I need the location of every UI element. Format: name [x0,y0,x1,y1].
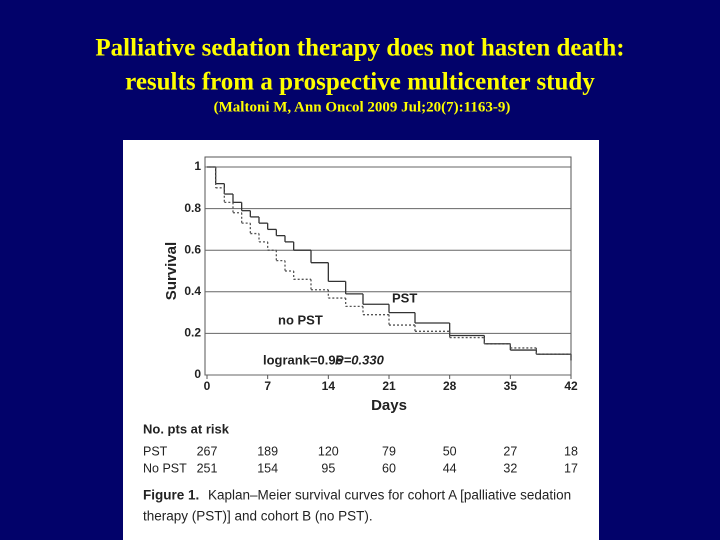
risk-value: 154 [257,461,278,475]
risk-table-title: No. pts at risk [143,421,230,436]
citation: (Maltoni M, Ann Oncol 2009 Jul;20(7):116… [214,99,511,115]
annotation: P=0.330 [335,352,385,367]
x-tick-label: 35 [504,379,518,393]
risk-value: 17 [564,461,578,475]
x-tick-label: 42 [564,379,578,393]
caption-line: Kaplan–Meier survival curves for cohort … [208,488,571,503]
x-axis-label: Days [371,397,407,414]
y-tick-label: 0.6 [184,242,201,256]
y-tick-label: 0 [194,367,201,381]
risk-value: 44 [443,461,457,475]
y-tick-label: 0.2 [184,326,201,340]
y-tick-label: 0.8 [184,201,201,215]
series-label: no PST [278,312,323,327]
x-tick-label: 21 [382,379,396,393]
series-label: PST [392,290,417,305]
y-axis-label: Survival [163,242,180,300]
risk-value: 60 [382,461,396,475]
risk-row-label: PST [143,444,168,458]
risk-value: 95 [321,461,335,475]
x-tick-label: 0 [204,379,211,393]
figure-panel [123,140,599,540]
title-line: Palliative sedation therapy does not has… [95,35,624,62]
risk-value: 27 [503,444,517,458]
risk-value: 50 [443,444,457,458]
risk-value: 267 [197,444,218,458]
y-tick-label: 0.4 [184,284,201,298]
caption-line: therapy (PST)] and cohort B (no PST). [143,509,373,524]
risk-value: 32 [503,461,517,475]
figure: Survival Days PST no PST logrank=0.95 P=… [123,140,599,540]
risk-value: 120 [318,444,339,458]
risk-value: 251 [197,461,218,475]
y-tick-label: 1 [194,159,201,173]
risk-value: 18 [564,444,578,458]
annotation: logrank=0.95 [263,352,343,367]
title-line: results from a prospective multicenter s… [125,69,595,96]
risk-row-label: No PST [143,461,187,475]
risk-value: 79 [382,444,396,458]
risk-value: 189 [257,444,278,458]
x-tick-label: 14 [322,379,336,393]
x-tick-label: 7 [264,379,271,393]
caption-label: Figure 1. [143,488,199,503]
x-tick-label: 28 [443,379,457,393]
